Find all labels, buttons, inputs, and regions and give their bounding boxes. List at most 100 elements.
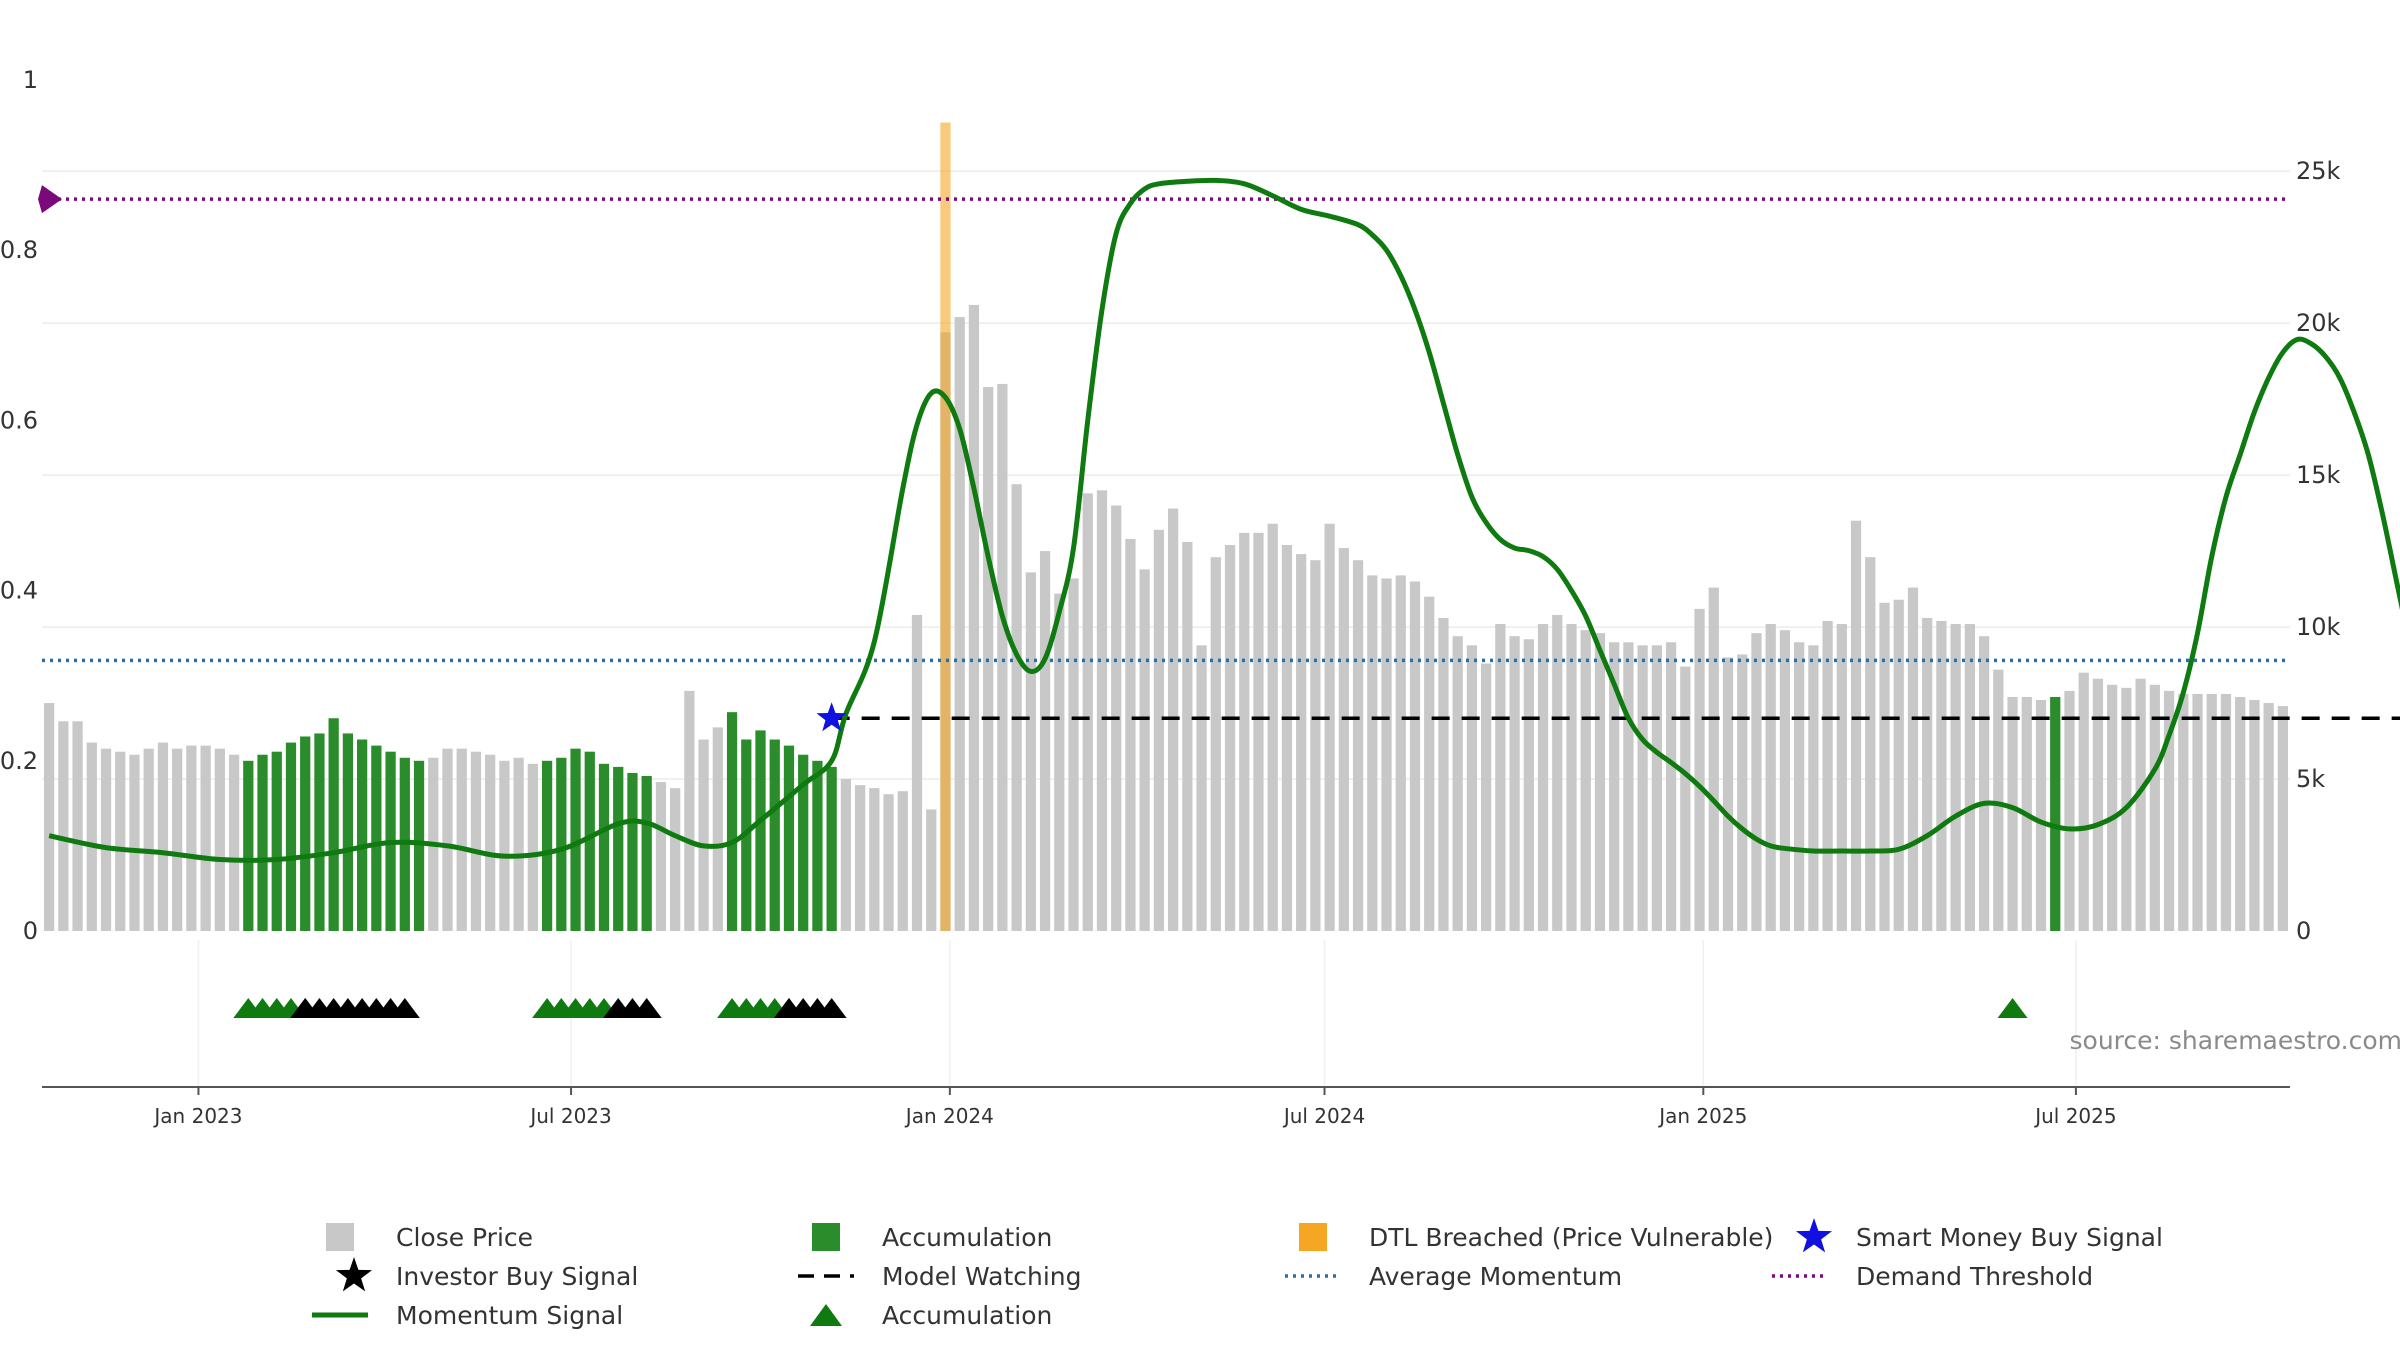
close-price-bar: [1694, 609, 1704, 931]
close-price-bar: [1922, 618, 1932, 931]
close-price-bar: [1410, 581, 1420, 931]
close-price-bar: [713, 727, 723, 931]
close-price-bar: [44, 703, 54, 931]
close-price-bar: [1965, 624, 1975, 931]
close-price-bar: [1837, 624, 1847, 931]
legend-label: Investor Buy Signal: [396, 1262, 638, 1291]
close-price-bar: [684, 691, 694, 931]
close-price-bar: [2221, 694, 2231, 931]
left-axis-tick-label: 0.8: [0, 236, 38, 264]
close-price-bar: [1623, 642, 1633, 931]
accumulation-bar: [2050, 697, 2060, 931]
close-price-bar: [855, 785, 865, 931]
accumulation-bar: [286, 743, 296, 931]
close-price-bar: [1140, 569, 1150, 931]
accumulation-bar: [272, 752, 282, 931]
x-axis-tick-label: Jan 2023: [152, 1104, 242, 1128]
accumulation-bar: [542, 761, 552, 931]
legend-label: Model Watching: [882, 1262, 1082, 1291]
legend-star-icon: [336, 1257, 372, 1291]
right-axis-tick-label: 20k: [2296, 309, 2341, 337]
close-price-bar: [1581, 630, 1591, 931]
close-price-bar: [698, 740, 708, 931]
close-price-bar: [997, 384, 1007, 931]
close-price-bar: [514, 758, 524, 931]
accumulation-bar: [627, 773, 637, 931]
close-price-bar: [2249, 700, 2259, 931]
close-price-bar: [883, 794, 893, 931]
close-price-bar: [2192, 694, 2202, 931]
accumulation-bar: [300, 736, 310, 931]
close-price-bar: [656, 782, 666, 931]
close-price-bar: [457, 749, 467, 931]
close-price-bar: [1125, 539, 1135, 931]
close-price-bar: [1638, 645, 1648, 931]
close-price-bar: [1396, 575, 1406, 931]
close-price-bar: [499, 761, 509, 931]
accumulation-bar: [613, 767, 623, 931]
close-price-bar: [101, 749, 111, 931]
close-price-bar: [1737, 654, 1747, 931]
x-axis-tick-label: Jul 2024: [1282, 1104, 1365, 1128]
close-price-bar: [2207, 694, 2217, 931]
close-price-bar: [144, 749, 154, 931]
close-price-bar: [1936, 621, 1946, 931]
close-price-bar: [1253, 533, 1263, 931]
close-price-bar: [1822, 621, 1832, 931]
close-price-bar: [2064, 691, 2074, 931]
close-price-bar: [1011, 484, 1021, 931]
close-price-bar: [1054, 594, 1064, 931]
accumulation-bar: [371, 746, 381, 931]
close-price-bar: [1296, 554, 1306, 931]
close-price-bar: [1595, 633, 1605, 931]
close-price-bar: [1196, 645, 1206, 931]
close-price-bar: [1851, 521, 1861, 931]
close-price-bar: [1381, 578, 1391, 931]
close-price-bar: [1666, 642, 1676, 931]
close-price-bar: [1367, 575, 1377, 931]
close-price-bar: [1495, 624, 1505, 931]
accumulation-bar: [784, 746, 794, 931]
accumulation-bar: [243, 761, 253, 931]
close-price-bar: [2278, 706, 2288, 931]
close-price-bar: [1481, 664, 1491, 931]
close-price-bar: [471, 752, 481, 931]
close-price-bar: [1154, 530, 1164, 931]
close-price-bar: [1353, 560, 1363, 931]
close-price-bar: [1723, 657, 1733, 931]
close-price-bar: [1453, 636, 1463, 931]
legend-swatch: [326, 1223, 354, 1251]
close-price-bar: [841, 779, 851, 931]
right-axis-tick-label: 0: [2296, 917, 2311, 945]
right-axis-tick-label: 25k: [2296, 157, 2341, 185]
accumulation-bar: [314, 733, 324, 931]
legend-label: Average Momentum: [1369, 1262, 1622, 1291]
close-price-bar: [58, 721, 68, 931]
close-price-bar: [1993, 670, 2003, 931]
close-price-bar: [1467, 645, 1477, 931]
price-bars: [44, 123, 2288, 931]
close-price-bar: [1026, 572, 1036, 931]
close-price-bar: [1097, 490, 1107, 931]
close-price-bar: [1979, 636, 1989, 931]
close-price-bar: [186, 746, 196, 931]
close-price-bar: [1524, 639, 1534, 931]
close-price-bar: [1680, 667, 1690, 931]
close-price-bar: [1083, 493, 1093, 931]
close-price-bar: [1040, 551, 1050, 931]
left-axis-tick-label: 0: [23, 917, 38, 945]
close-price-bar: [1751, 633, 1761, 931]
close-price-bar: [1068, 578, 1078, 931]
left-axis-tick-label: 0.2: [0, 747, 38, 775]
accumulation-bar: [827, 767, 837, 931]
accumulation-bar: [770, 740, 780, 931]
close-price-bar: [1709, 588, 1719, 931]
close-price-bar: [87, 743, 97, 931]
close-price-bar: [158, 743, 168, 931]
accumulation-bar: [727, 712, 737, 931]
close-price-bar: [1239, 533, 1249, 931]
accumulation-bar: [414, 761, 424, 931]
x-axis-tick-label: Jul 2025: [2033, 1104, 2116, 1128]
left-axis-tick-label: 1: [23, 66, 38, 94]
